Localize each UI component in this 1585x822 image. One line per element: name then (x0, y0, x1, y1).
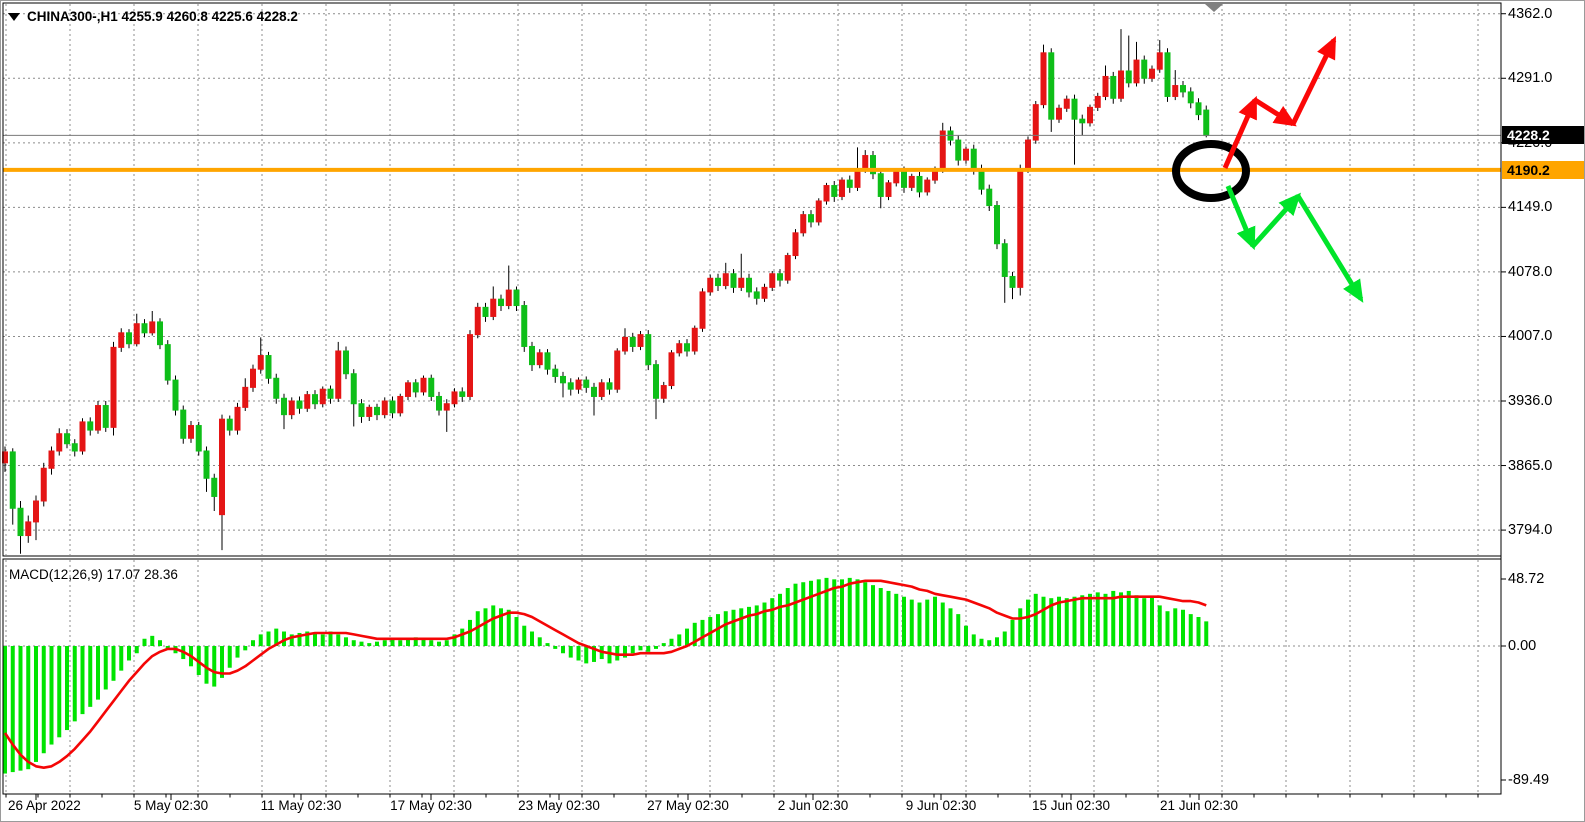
macd-indicator-label: MACD(12,26,9) 17.07 28.36 (9, 567, 178, 582)
time-axis-label: 2 Jun 02:30 (777, 798, 849, 813)
macd-axis-label: 48.72 (1508, 571, 1545, 587)
time-axis-label: 23 May 02:30 (518, 798, 600, 813)
time-axis-label: 21 Jun 02:30 (1159, 798, 1239, 813)
time-axis-label: 5 May 02:30 (133, 798, 209, 813)
price-axis-label: 3794.0 (1508, 522, 1553, 538)
price-axis-label: 4007.0 (1508, 328, 1553, 344)
symbol-marker-icon (8, 12, 20, 21)
time-axis-label: 27 May 02:30 (647, 798, 729, 813)
macd-signal-line (3, 579, 1207, 770)
price-axis-label: 4078.0 (1508, 264, 1553, 280)
time-axis-label: 9 Jun 02:30 (905, 798, 977, 813)
current-price-badge: 4228.2 (1502, 126, 1584, 145)
bullish-arrow-annotation[interactable] (1222, 35, 1337, 170)
trend-ellipse-annotation[interactable] (1172, 140, 1250, 202)
candles-layer[interactable] (2, 29, 1210, 554)
price-axis-label: 4149.0 (1508, 199, 1553, 215)
time-axis-label: 11 May 02:30 (260, 798, 342, 813)
chart-shift-marker-icon[interactable] (1205, 4, 1223, 12)
orange-level-badge: 4190.2 (1502, 160, 1584, 179)
macd-axis-label: -89.49 (1508, 772, 1550, 788)
price-axis-label: 4291.0 (1508, 70, 1553, 86)
macd-layer[interactable] (3, 577, 1209, 774)
macd-axis-label: 0.00 (1508, 638, 1537, 654)
price-axis-label: 4362.0 (1508, 6, 1553, 22)
bearish-arrow-annotation[interactable] (1225, 185, 1364, 303)
macd-pane-border (2, 558, 1502, 795)
symbol-info-text: CHINA300-,H1 4255.9 4260.8 4225.6 4228.2 (27, 9, 298, 24)
price-axis-label: 3865.0 (1508, 458, 1553, 474)
symbol-header: CHINA300-,H1 4255.9 4260.8 4225.6 4228.2 (8, 9, 298, 24)
time-axis-label: 17 May 02:30 (390, 798, 472, 813)
time-axis-label: 26 Apr 2022 (8, 798, 81, 813)
price-axis-label: 3936.0 (1508, 393, 1553, 409)
time-axis-label: 15 Jun 02:30 (1031, 798, 1111, 813)
axis-ticks (5, 13, 1506, 800)
